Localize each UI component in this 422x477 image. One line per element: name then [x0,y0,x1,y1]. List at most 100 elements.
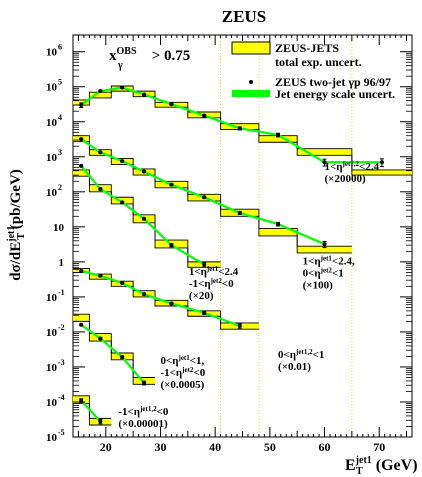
annotation-1-line-0: 1<ηjet1<2.4, [303,254,355,267]
annotation-1-line-2: (×100) [303,279,333,291]
data-point-3-3 [142,292,147,297]
data-point-5-1 [98,419,103,424]
data-point-1-0 [79,137,84,142]
annotation-4-line-0: 0<ηjet1<1, [160,354,204,367]
legend-label-3: Jet energy scale uncert. [275,87,395,101]
cut-label-rest: > 0.75 [148,48,190,64]
y-label-sup: jet1 [6,226,17,243]
data-point-1-3 [142,169,147,174]
svg-text:dσ/dEjet1T (pb/GeV): dσ/dEjet1T (pb/GeV) [6,169,27,281]
data-point-1-4 [169,182,174,187]
annotation-0-line-0: 1<ηjet1,2<2.4 [325,160,380,173]
band-box-0-7 [258,135,298,143]
data-point-3-5 [202,310,207,315]
data-point-2-1 [98,187,103,192]
annotation-2-line-2: (×20) [189,290,214,302]
y-axis-label: dσ/dEjet1T (pb/GeV) [6,169,27,281]
chart-title: ZEUS [222,7,266,26]
y-tick-exponent-2: -3 [58,358,65,367]
x-tick-label-20: 20 [100,440,112,454]
band-lower-step-5 [73,403,112,426]
x-tick-label-60: 60 [319,440,331,454]
data-point-2-2 [120,200,125,205]
data-point-4-1 [98,336,103,341]
data-point-4-3 [142,380,147,385]
band-box-0-8 [297,148,352,156]
legend-point-swatch [249,80,253,84]
band-steps [73,85,412,426]
x-tick-label-50: 50 [264,440,276,454]
data-point-0-3 [142,92,147,97]
green-curve-1 [80,138,325,246]
y-tick-exponent-9: 4 [58,113,62,122]
y-tick-label-7: 10 [46,187,58,199]
data-point-0-1 [98,89,103,94]
y-tick-label-9: 10 [46,117,58,129]
green-curve-5 [80,399,102,423]
data-point-2-5 [202,262,207,267]
band-upper-step-1 [73,135,352,247]
annotation-4-line-1: -1<ηjet2<0 [160,366,205,379]
y-tick-exponent-3: -2 [58,323,65,332]
annotations: 1<ηjet1,2<2.4(×20000) 1<ηjet1<2.4,0<ηjet2… [118,160,379,430]
annotation-5-line-0: -1<ηjet1,2<0 [118,405,168,418]
data-point-0-5 [202,113,207,118]
y-tick-exponent-8: 3 [58,148,62,157]
annotation-0-line-1: (×20000) [325,173,366,185]
svg-text:Ejet1 (GeV): Ejet1 (GeV) [345,455,418,474]
data-point-0-6 [237,126,242,131]
y-label-unit: (pb/GeV) [8,169,24,233]
y-tick-label-6: 10 [53,222,65,234]
y-tick-exponent-4: -1 [58,288,65,297]
band-upper-step-4 [73,313,156,378]
y-tick-label-3: 10 [46,327,58,339]
legend-label-0: ZEUS-JETS [275,41,339,55]
data-point-4-0 [79,322,84,327]
band-lower-step-4 [73,320,156,385]
band-box-4-0 [73,314,90,322]
data-point-3-6 [237,323,242,328]
data-point-0-2 [120,85,125,90]
data-point-0-4 [169,102,174,107]
x-label-main: E [345,457,356,474]
data-point-2-4 [169,243,174,248]
y-tick-exponent-11: 6 [58,43,62,52]
band-box-1-7 [258,228,298,236]
data-point-0-9 [379,160,384,165]
green-curve-2 [80,165,205,266]
band-lower-step-0 [73,90,412,176]
y-label-prefix: dσ/dE [8,242,24,281]
y-tick-exponent-0: -5 [58,428,65,437]
annotation-2-line-1: -1<ηjet2<0 [189,277,234,290]
data-points [79,85,384,425]
legend-label-2: ZEUS two-jet γp 96/97 [275,75,391,89]
y-tick-label-2: 10 [46,362,58,374]
band-box-0-1 [89,92,112,98]
cut-label-main: x [109,48,117,64]
cut-label-sup: OBS [117,46,137,57]
y-tick-label-5: 1 [59,257,65,269]
svg-text:xOBS: xOBS [109,46,137,64]
green-curve-0 [80,86,382,164]
data-point-1-2 [120,159,125,164]
y-tick-label-11: 10 [46,47,58,59]
y-tick-exponent-7: 2 [58,183,62,192]
data-point-0-8 [322,160,327,165]
y-tick-label-1: 10 [46,397,58,409]
annotation-4-line-2: (×0.0005) [160,379,204,391]
y-tick-label-4: 10 [46,292,58,304]
cut-label-sub: γ [117,60,123,71]
data-point-1-5 [202,195,207,200]
data-point-2-0 [79,163,84,168]
y-tick-label-0: 10 [46,432,58,444]
data-point-2-3 [142,216,147,221]
data-point-0-7 [276,132,281,137]
x-tick-label-70: 70 [373,440,385,454]
data-point-1-1 [98,150,103,155]
y-tick-label-10: 10 [46,82,58,94]
annotation-3-line-1: (×0.01) [278,361,311,373]
annotation-2-line-0: 1<ηjet1<2.4 [189,265,239,278]
annotation-1-line-1: 0<ηjet2<1 [303,266,344,279]
